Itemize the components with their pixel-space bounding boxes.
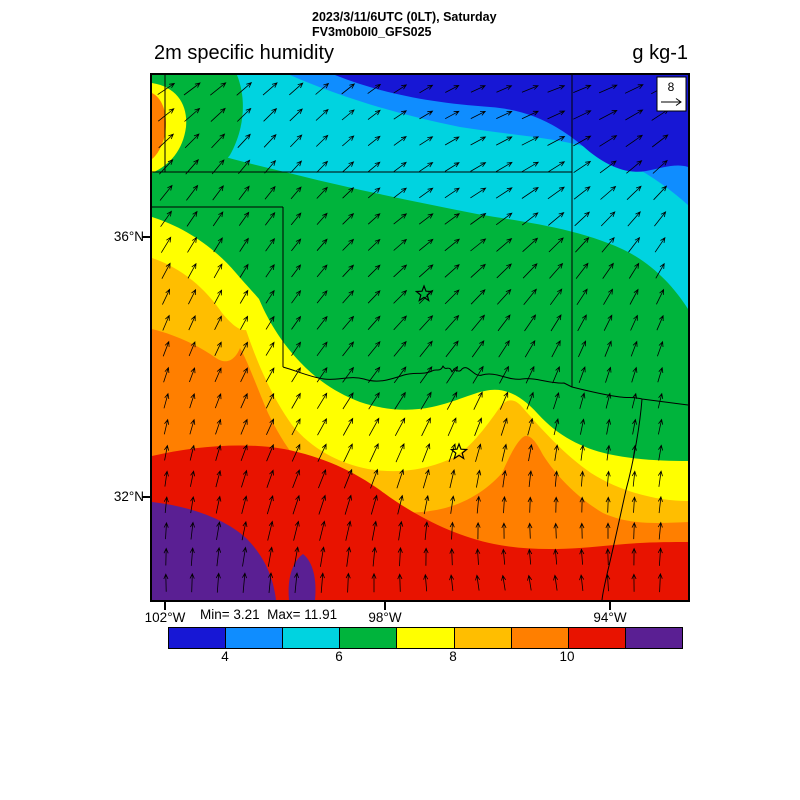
colorbar-segment — [340, 628, 398, 648]
lat-tick-36n — [142, 236, 150, 238]
colorbar-tick-label: 6 — [335, 649, 343, 664]
colorbar-segment — [511, 628, 569, 648]
map-canvas: 8 — [150, 73, 690, 602]
colorbar-segment — [454, 628, 512, 648]
lat-label-32n: 32°N — [113, 489, 144, 504]
colorbar-segment — [625, 628, 682, 648]
colorbar — [168, 627, 683, 649]
colorbar-tick-labels: 4 6 8 10 — [168, 649, 681, 667]
minmax-label: Min= 3.21 Max= 11.91 — [200, 607, 338, 622]
colorbar-segment — [169, 628, 227, 648]
lon-label-102w: 102°W — [144, 610, 186, 625]
colorbar-tick-label: 10 — [559, 649, 575, 664]
lon-tick-98w — [384, 602, 386, 610]
colorbar-segment — [283, 628, 341, 648]
pocket-orange — [152, 93, 166, 159]
reference-vector-label: 8 — [668, 80, 675, 94]
wind-arrows — [157, 82, 670, 593]
lat-label-36n: 36°N — [113, 229, 144, 244]
plot-title: 2m specific humidity — [154, 42, 335, 64]
band-darkblue — [335, 75, 688, 172]
colorbar-tick-label: 8 — [449, 649, 457, 664]
lon-label-98w: 98°W — [368, 610, 402, 625]
colorbar-segment — [226, 628, 284, 648]
header-datetime: 2023/3/11/6UTC (0LT), Saturday — [312, 10, 497, 24]
colorbar-tick-label: 4 — [221, 649, 229, 664]
colorbar-segment — [568, 628, 626, 648]
lon-tick-94w — [609, 602, 611, 610]
state-borders — [152, 75, 688, 600]
header-model-label: FV3m0b0I0_GFS025 — [312, 25, 432, 39]
lon-tick-102w — [164, 602, 166, 610]
reference-vector-box: 8 — [656, 76, 687, 112]
colorbar-segment — [397, 628, 455, 648]
humidity-field-svg: 8 — [152, 75, 688, 600]
plot-units-label: g kg-1 — [632, 42, 688, 64]
band-red — [152, 445, 688, 600]
reference-arrow-icon — [661, 98, 682, 106]
lon-label-94w: 94°W — [593, 610, 627, 625]
lat-tick-32n — [142, 496, 150, 498]
